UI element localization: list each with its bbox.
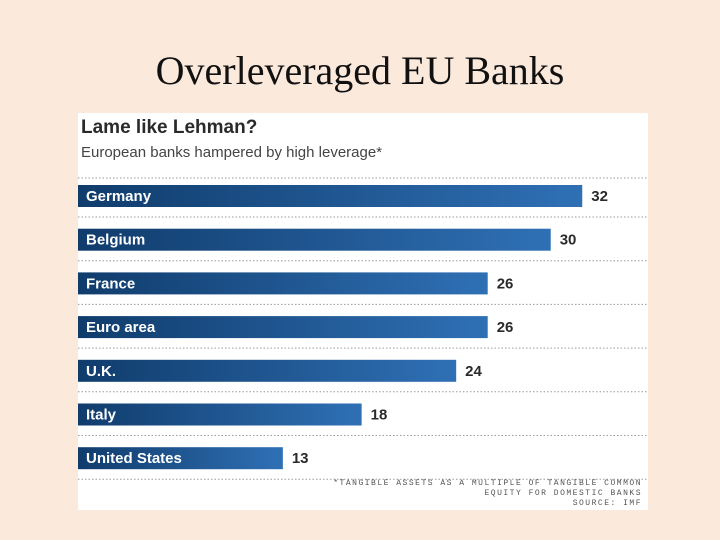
bar-germany xyxy=(78,185,583,207)
bar-category-label: United States xyxy=(86,450,182,467)
bar-united-states xyxy=(78,447,283,470)
bar-value-label: 32 xyxy=(591,188,608,205)
bar-value-label: 30 xyxy=(560,232,577,249)
bar-chart: Germany 32 Belgium 30 France 26 Euro area 26 U.K… xyxy=(78,177,648,480)
bar-france xyxy=(78,272,488,295)
footnote-line: SOURCE: IMF xyxy=(572,499,642,508)
bar-u-k xyxy=(78,359,457,382)
bars: Germany 32 Belgium 30 France 26 Euro area 26 U.K… xyxy=(78,185,608,470)
slide-title: Overleveraged EU Banks xyxy=(155,48,565,93)
bar-value-label: 24 xyxy=(465,363,482,380)
bar-belgium xyxy=(78,228,551,251)
bar-category-label: Euro area xyxy=(86,319,156,336)
chart-footnote: *TANGIBLE ASSETS AS A MULTIPLE OF TANGIB… xyxy=(333,479,642,509)
bar-value-label: 18 xyxy=(371,407,388,424)
bar-euro-area xyxy=(78,316,488,339)
chart-title: Lame like Lehman? xyxy=(81,117,258,138)
bar-value-label: 13 xyxy=(292,450,309,467)
bar-value-label: 26 xyxy=(497,319,514,336)
bar-category-label: U.K. xyxy=(86,363,116,380)
chart-subtitle: European banks hampered by high leverage… xyxy=(81,144,383,161)
bar-category-label: Italy xyxy=(86,407,117,424)
footnote-line: EQUITY FOR DOMESTIC BANKS xyxy=(484,489,642,498)
bar-category-label: France xyxy=(86,275,135,292)
footnote-line: *TANGIBLE ASSETS AS A MULTIPLE OF TANGIB… xyxy=(333,479,642,488)
chart-panel: Lame like Lehman? European banks hampere… xyxy=(78,113,648,510)
row-separators xyxy=(78,177,648,480)
bar-value-label: 26 xyxy=(497,275,514,292)
bar-category-label: Belgium xyxy=(86,232,145,249)
bar-category-label: Germany xyxy=(86,188,152,205)
bar-italy xyxy=(78,403,362,426)
